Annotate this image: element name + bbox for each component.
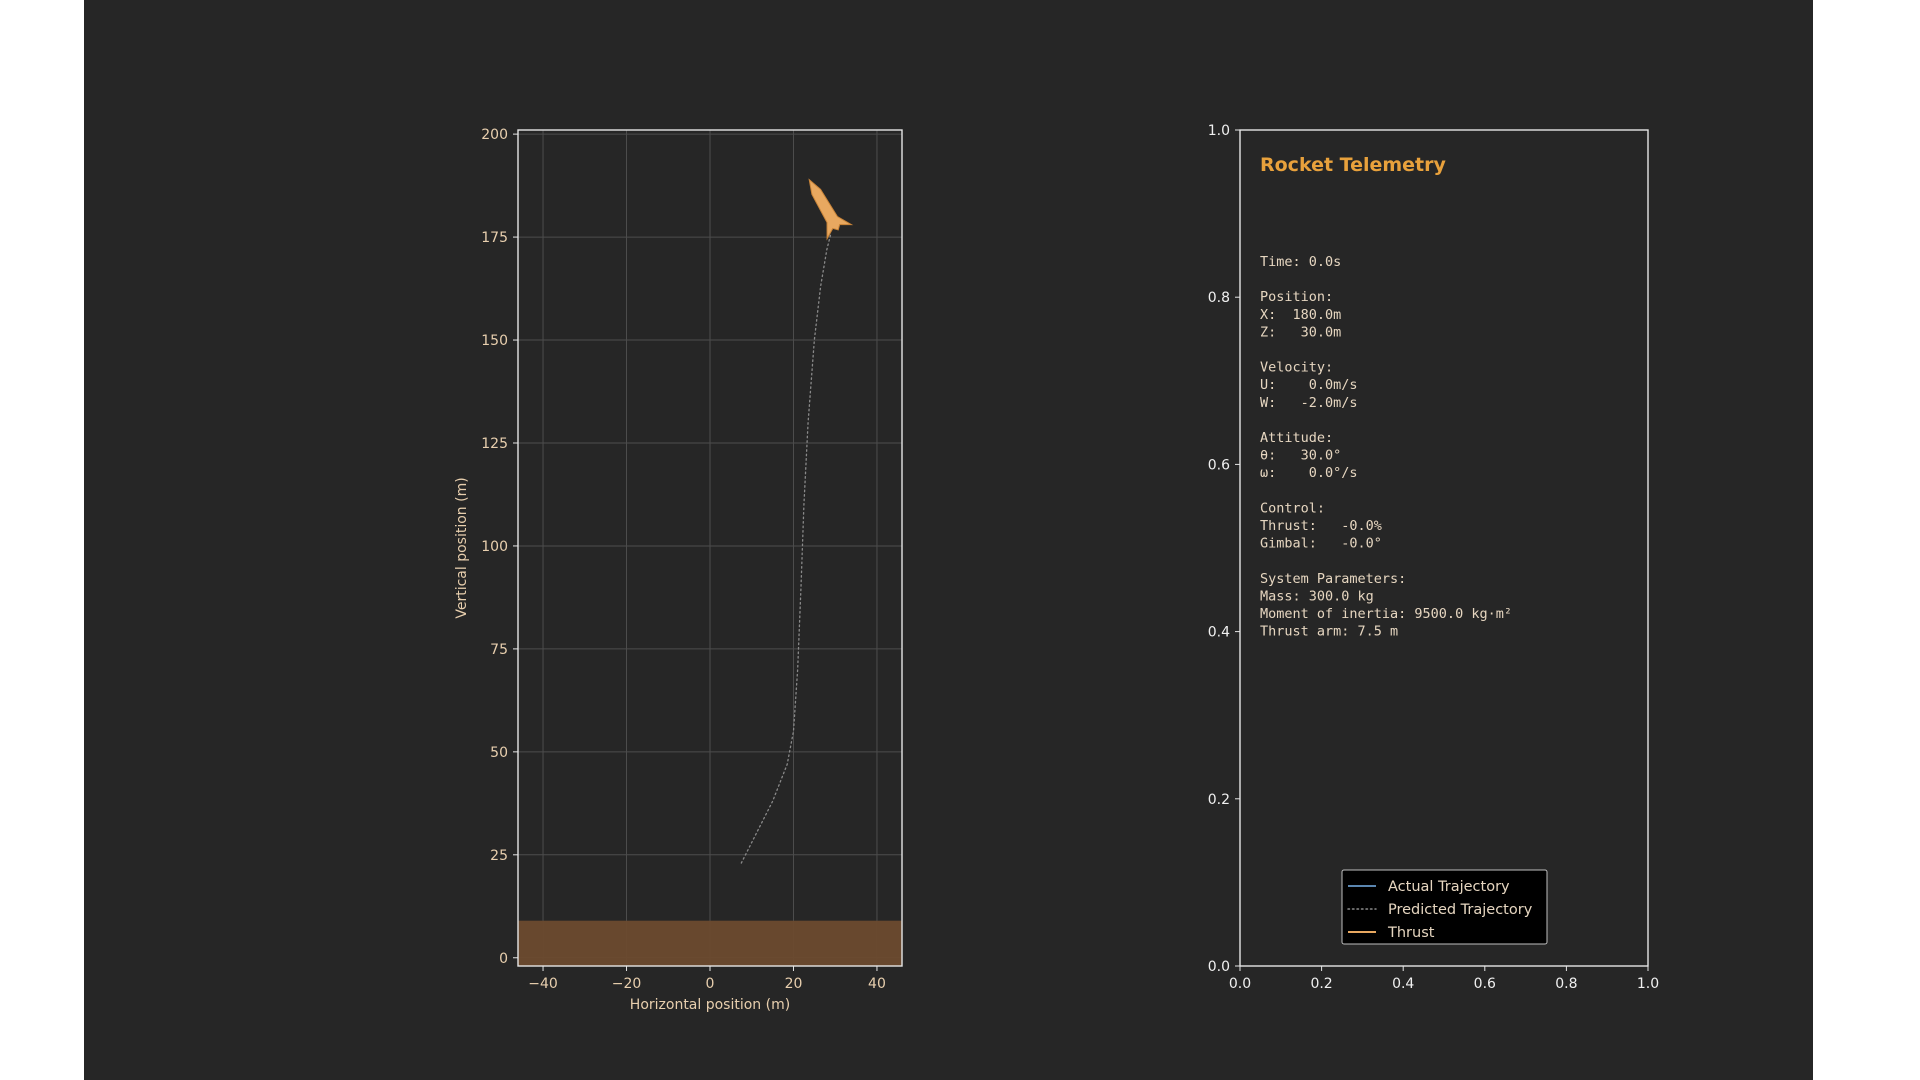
telemetry-title: Rocket Telemetry (1260, 154, 1447, 176)
telemetry-line: Control: (1260, 500, 1325, 516)
telemetry-line: ω: 0.0°/s (1260, 465, 1358, 481)
y-tick-label: 100 (481, 539, 508, 555)
telemetry-line: U: 0.0m/s (1260, 377, 1358, 393)
y-tick-label: 0.2 (1208, 792, 1230, 808)
y-tick-label: 0 (499, 951, 508, 967)
x-tick-label: 0.0 (1229, 976, 1251, 992)
legend: Actual Trajectory Predicted Trajectory Thr… (1341, 869, 1548, 945)
legend-label: Predicted Trajectory (1388, 902, 1533, 918)
telemetry-line: Thrust: -0.0% (1260, 518, 1382, 534)
y-tick-label: 125 (481, 436, 508, 452)
rocket-icon (808, 178, 854, 241)
telemetry-axes: 0.0 0.2 0.4 0.6 0.8 1.0 0.0 0.2 0.4 0.6 0.8 1.0 Rock… (1208, 123, 1659, 992)
legend-label: Actual Trajectory (1388, 879, 1510, 895)
predicted-trajectory-line (740, 232, 832, 864)
y-tick-label: 0.0 (1208, 959, 1230, 975)
telemetry-line: Gimbal: -0.0° (1260, 536, 1382, 552)
ground-band (518, 920, 902, 966)
telemetry-line: Velocity: (1260, 360, 1333, 376)
x-tick-label: 0.4 (1392, 976, 1414, 992)
telemetry-line: Mass: 300.0 kg (1260, 588, 1374, 604)
x-tick-label: 0.8 (1555, 976, 1577, 992)
telemetry-line: System Parameters: (1260, 571, 1406, 587)
x-tick-label: −20 (612, 976, 642, 992)
telemetry-axes-frame (1239, 129, 1649, 967)
x-tick-label: −40 (528, 976, 558, 992)
telemetry-line: Thrust arm: 7.5 m (1260, 624, 1398, 640)
y-tick-label: 25 (490, 848, 508, 864)
x-tick-label: 40 (868, 976, 886, 992)
legend-box (1341, 869, 1548, 945)
x-tick-label: 20 (785, 976, 803, 992)
telemetry-line: θ: 30.0° (1260, 448, 1341, 464)
y-tick-label: 150 (481, 333, 508, 349)
y-tick-label: 200 (481, 127, 508, 143)
x-tick-label: 0 (706, 976, 715, 992)
telemetry-line: Z: 30.0m (1260, 324, 1341, 340)
y-tick-label: 1.0 (1208, 123, 1230, 139)
x-tick-label: 1.0 (1637, 976, 1659, 992)
x-tick-label: 0.2 (1310, 976, 1332, 992)
telemetry-line: Position: (1260, 289, 1333, 305)
y-tick-label: 75 (490, 642, 508, 658)
y-tick-label: 175 (481, 230, 508, 246)
telemetry-line: W: -2.0m/s (1260, 395, 1358, 411)
y-tick-label: 50 (490, 745, 508, 761)
y-tick-label: 0.6 (1208, 457, 1230, 473)
x-axis-label: Horizontal position (m) (630, 997, 790, 1013)
x-tick-label: 0.6 (1474, 976, 1496, 992)
y-axis-label: Vertical position (m) (454, 477, 470, 618)
telemetry-line: Time: 0.0s (1260, 254, 1341, 270)
legend-label: Thrust (1387, 925, 1435, 941)
trajectory-axes: −40 −20 0 20 40 0 25 50 75 100 125 150 175 200 Horizon… (454, 127, 903, 1013)
y-tick-label: 0.8 (1208, 290, 1230, 306)
y-tick-label: 0.4 (1208, 625, 1230, 641)
rocket-body (808, 178, 854, 241)
telemetry-line: X: 180.0m (1260, 307, 1341, 323)
telemetry-line: Attitude: (1260, 430, 1333, 446)
telemetry-line: Moment of inertia: 9500.0 kg·m² (1260, 606, 1512, 622)
